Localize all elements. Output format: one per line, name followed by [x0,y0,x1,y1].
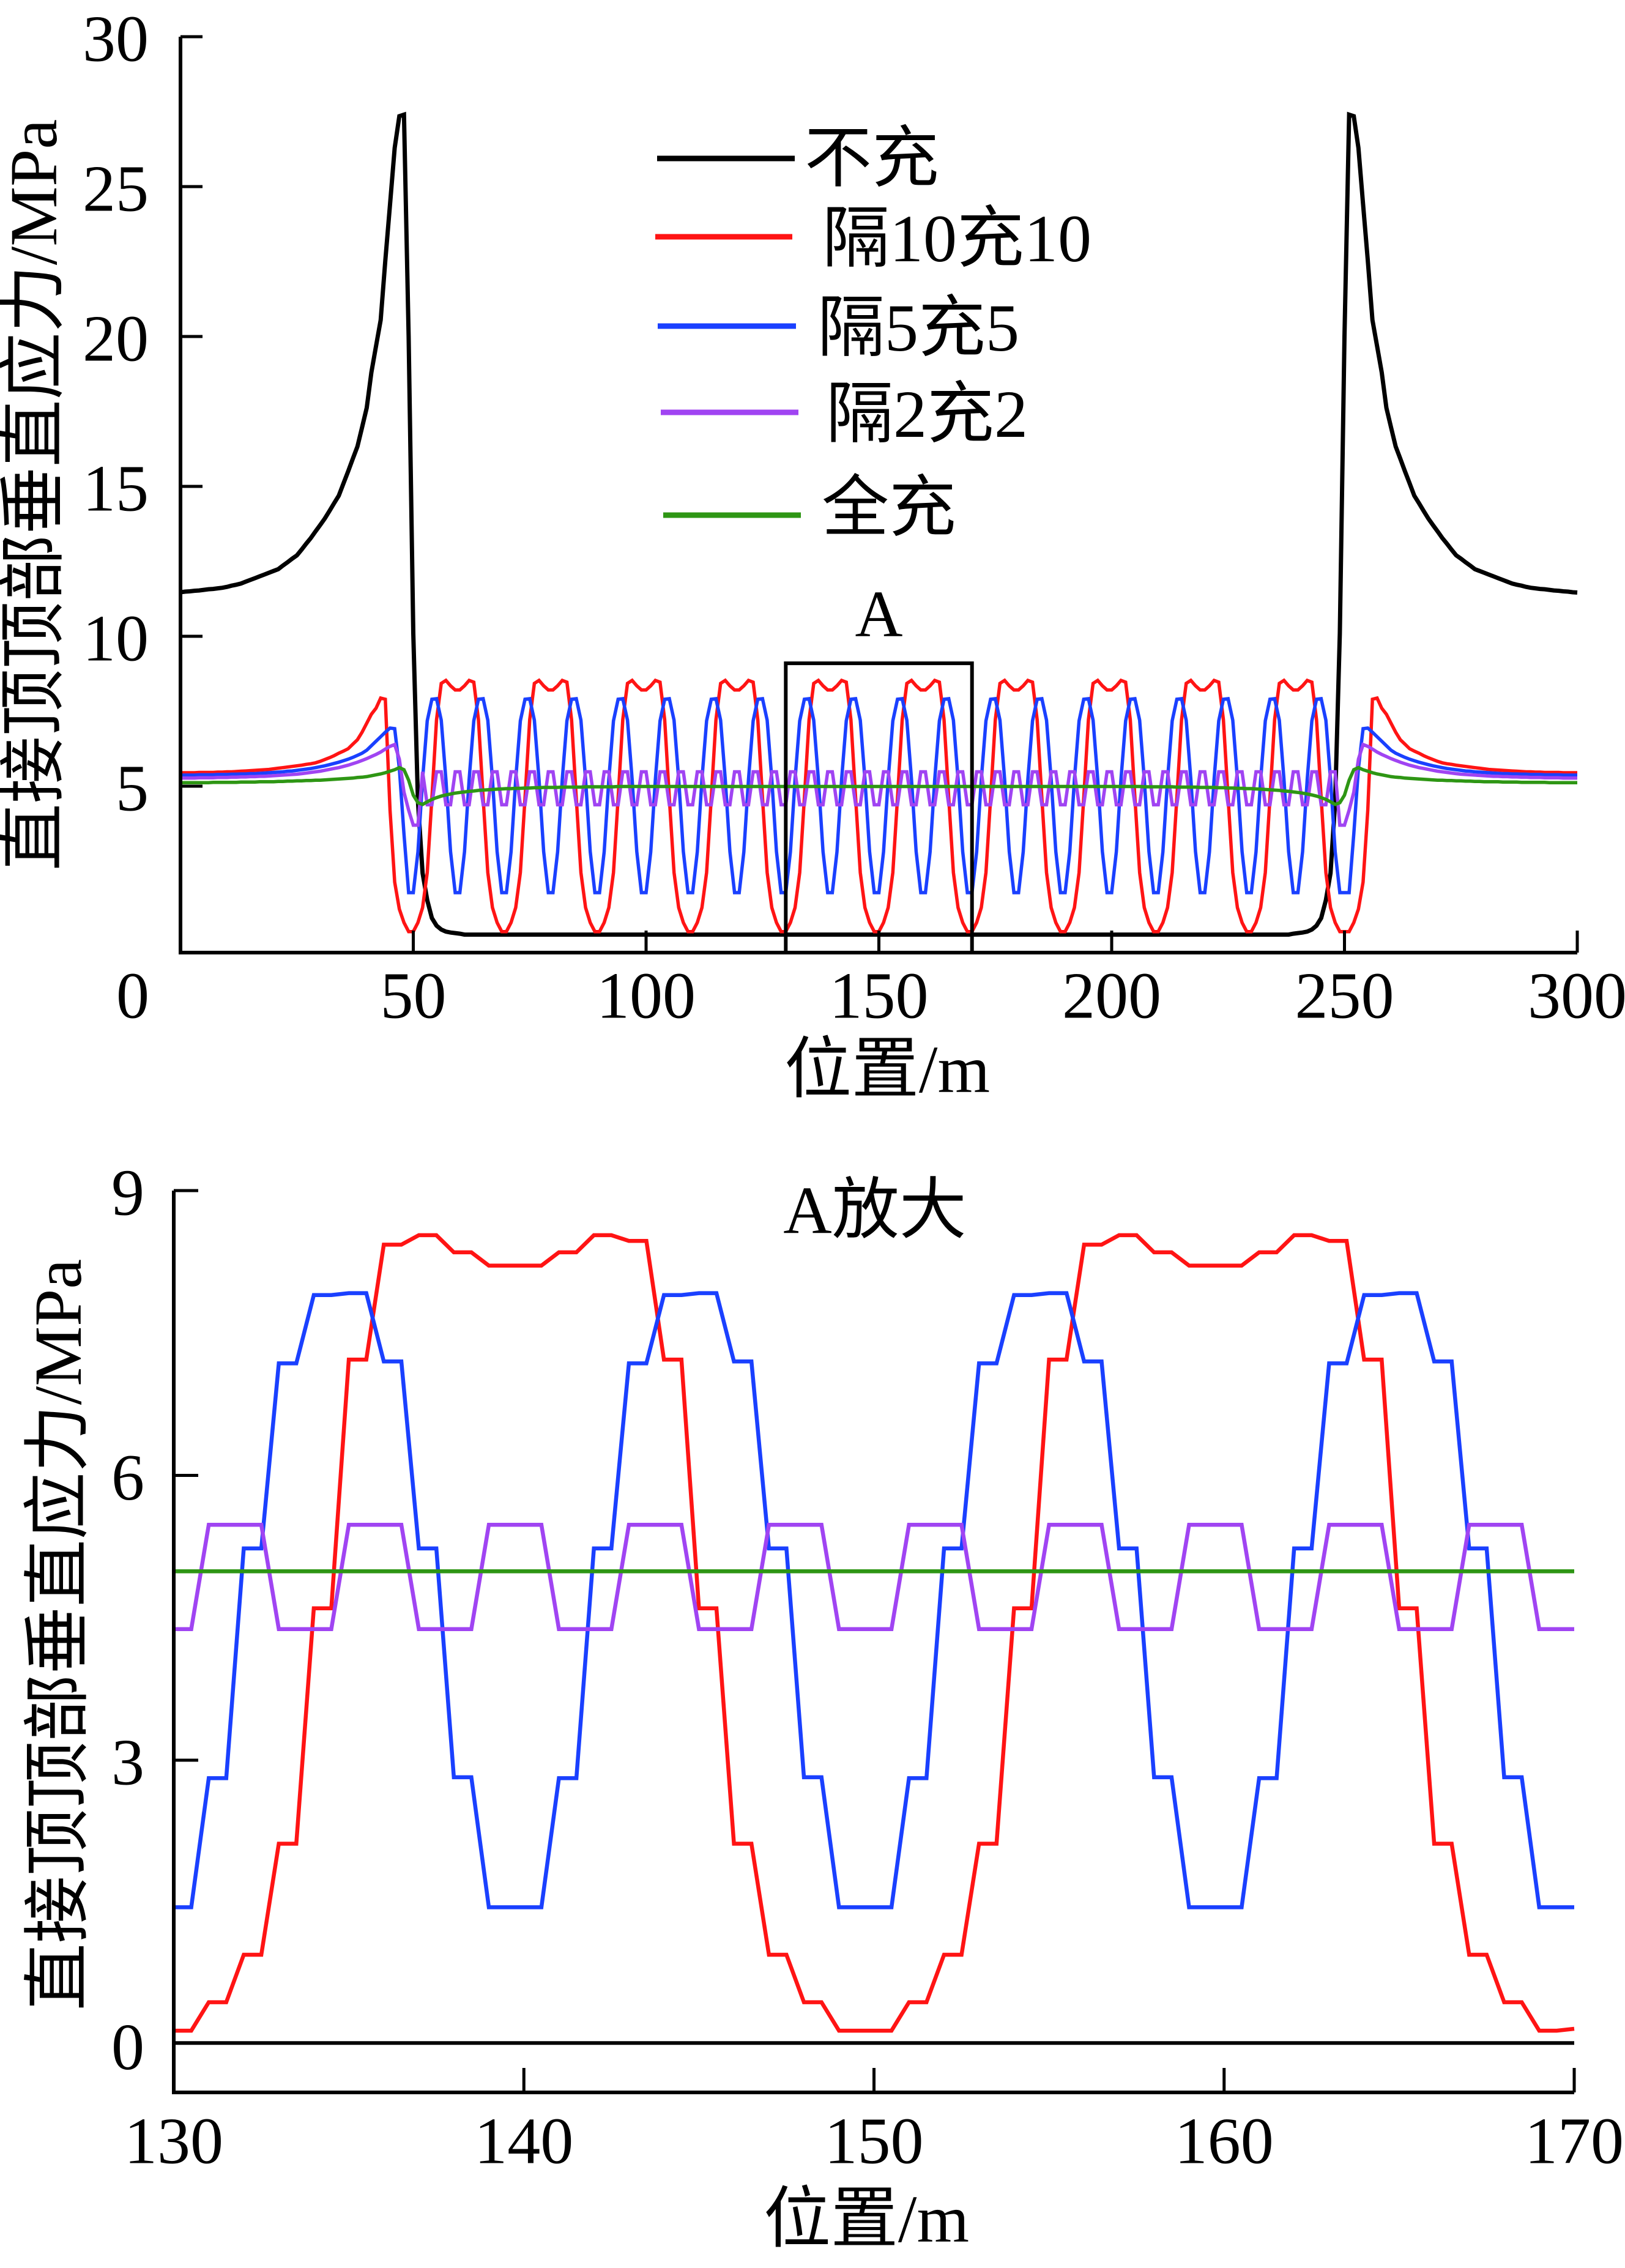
chart-top: 0 50 100 150 200 250 300 5 10 15 20 25 30 A 位置/m 直接顶… [0,3,1625,1107]
legend-label: 隔2充2 [826,377,1028,452]
legend-item: 隔10充10 [655,201,1091,276]
annotation-box [784,661,974,953]
y-tick-label: 15 [83,453,149,526]
chart-bottom: 130 140 150 160 170 0 3 6 9 A放大 位置/m 直接顶顶部垂直应力/M… [21,1157,1624,2257]
x-axis-title: 位置/m [784,1032,990,1107]
x-tick-label: 200 [1062,960,1161,1033]
series-line-4 [174,1522,1574,1632]
x-tick-label: 170 [1525,2105,1624,2178]
legend-item: 全充 [663,470,956,545]
chart-title: A放大 [783,1173,966,1247]
series-line-5 [180,765,1577,806]
y-tick-label: 30 [83,3,149,76]
series-line-3 [180,696,1577,894]
x-tick-label: 300 [1528,960,1625,1033]
y-tick-label: 6 [111,1441,144,1514]
x-tick-label: 130 [124,2105,223,2178]
x-tick-label: 150 [830,960,929,1033]
x-tick-label: 250 [1295,960,1394,1033]
x-axis-title: 位置/m [764,2182,969,2256]
legend-label: 隔10充10 [822,201,1091,276]
legend-label: 不充 [805,121,939,196]
legend-item: 隔5充5 [658,291,1019,365]
legend-item: 不充 [657,121,939,196]
annotation-layer: A [784,578,974,953]
annotation-label: A [855,578,903,651]
series-line-3 [174,1291,1574,1909]
x-tick-label: 160 [1175,2105,1274,2178]
series-line-4 [180,742,1577,827]
axis-frame [172,1191,1574,2094]
y-tick-label: 5 [116,753,149,825]
ticks-layer [180,35,1579,953]
series-layer [174,1233,1575,2045]
y-axis-title: 直接顶顶部垂直应力/MPa [0,119,71,871]
legend-item: 隔2充2 [661,377,1028,452]
tick-labels-layer: 130 140 150 160 170 0 3 6 9 [111,1157,1624,2178]
x-tick-label: 0 [116,960,149,1033]
y-tick-label: 9 [111,1157,144,1230]
y-tick-label: 3 [111,1726,144,1799]
x-tick-label: 140 [474,2105,573,2178]
tick-labels-layer: 0 50 100 150 200 250 300 5 10 15 20 25 30 [83,3,1625,1033]
y-tick-label: 20 [83,303,149,376]
y-tick-label: 0 [111,2011,144,2084]
legend-label: 隔5充5 [817,291,1019,365]
series-line-2 [174,1233,1575,2033]
x-tick-label: 50 [381,960,447,1033]
y-tick-label: 25 [83,153,149,226]
legend: 不充 隔10充10 隔5充5 隔2充2 全充 [655,121,1091,545]
ticks-layer [174,1189,1576,2092]
y-axis-title: 直接顶顶部垂直应力/MPa [21,1259,95,2010]
y-tick-label: 10 [83,603,149,675]
x-tick-label: 150 [825,2105,924,2178]
legend-label: 全充 [822,470,956,545]
x-tick-label: 100 [597,960,696,1033]
